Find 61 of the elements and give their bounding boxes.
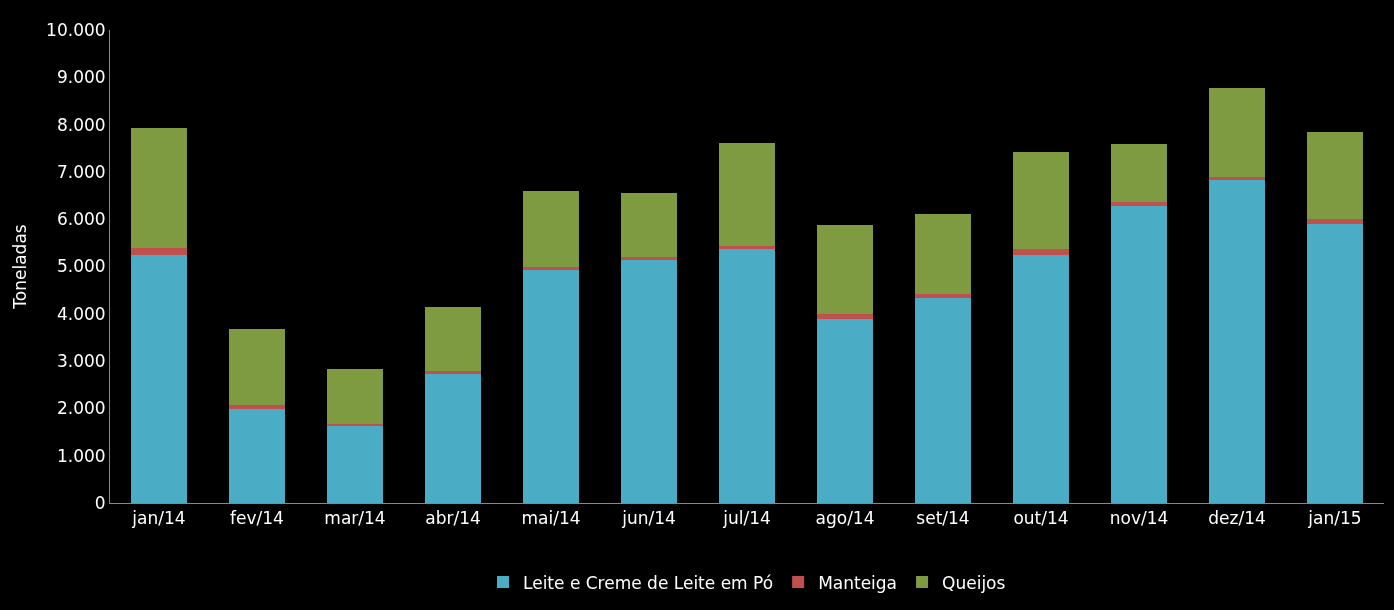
x-tick-label: mar/14	[324, 508, 386, 529]
y-tick-label: 9.000	[56, 67, 106, 88]
bar	[718, 246, 776, 249]
bar	[1012, 249, 1070, 255]
x-tick-label: fev/14	[230, 508, 284, 529]
bar	[816, 225, 874, 315]
bar	[718, 248, 776, 503]
x-tick-label: abr/14	[425, 508, 481, 529]
bar	[130, 254, 188, 503]
bar	[424, 374, 482, 503]
bar	[620, 193, 678, 257]
x-tick-label: dez/14	[1208, 508, 1266, 529]
y-tick-label: 1.000	[56, 445, 106, 466]
bar	[1110, 202, 1168, 206]
bar	[1012, 151, 1070, 250]
y-tick-label: 0	[94, 492, 106, 513]
bar	[130, 247, 188, 255]
legend-label: Leite e Creme de Leite em Pó	[523, 572, 774, 593]
x-tick-label: jul/14	[722, 508, 771, 529]
bar	[1208, 87, 1266, 177]
bar	[424, 306, 482, 371]
x-tick-label: mai/14	[521, 508, 581, 529]
bar	[914, 293, 972, 299]
y-tick-label: 10.000	[46, 19, 106, 40]
y-tick-label: 8.000	[56, 114, 106, 135]
bar	[1306, 223, 1364, 503]
bar	[228, 328, 286, 405]
bar	[522, 270, 580, 503]
x-tick-label: jan/14	[131, 508, 186, 529]
bar	[326, 368, 384, 424]
y-tick-label: 4.000	[56, 303, 106, 324]
bar	[522, 190, 580, 267]
y-tick-label: 6.000	[56, 209, 106, 230]
bar	[914, 298, 972, 503]
bar	[1012, 254, 1070, 503]
bar	[228, 409, 286, 503]
bar	[1306, 132, 1364, 220]
bar	[326, 425, 384, 503]
y-tick-label: 3.000	[56, 351, 106, 372]
bar	[130, 127, 188, 248]
bar	[1306, 219, 1364, 224]
bar	[620, 260, 678, 503]
y-tick-label: 5.000	[56, 256, 106, 277]
bar	[1208, 179, 1266, 503]
bar	[816, 314, 874, 320]
bar	[1110, 143, 1168, 203]
x-tick-label: jun/14	[621, 508, 676, 529]
y-tick-label: 7.000	[56, 161, 106, 182]
legend-label: Queijos	[942, 572, 1006, 593]
x-tick-label: ago/14	[815, 508, 875, 529]
x-tick-label: nov/14	[1109, 508, 1169, 529]
bar	[1110, 205, 1168, 503]
x-tick-label: out/14	[1013, 508, 1069, 529]
x-tick-label: set/14	[916, 508, 970, 529]
x-tick-label: jan/15	[1307, 508, 1362, 529]
y-axis-title: Toneladas	[9, 224, 30, 310]
legend-label: Manteiga	[818, 572, 898, 593]
bar	[718, 142, 776, 247]
bar	[914, 214, 972, 294]
y-tick-label: 2.000	[56, 398, 106, 419]
bar	[816, 319, 874, 503]
